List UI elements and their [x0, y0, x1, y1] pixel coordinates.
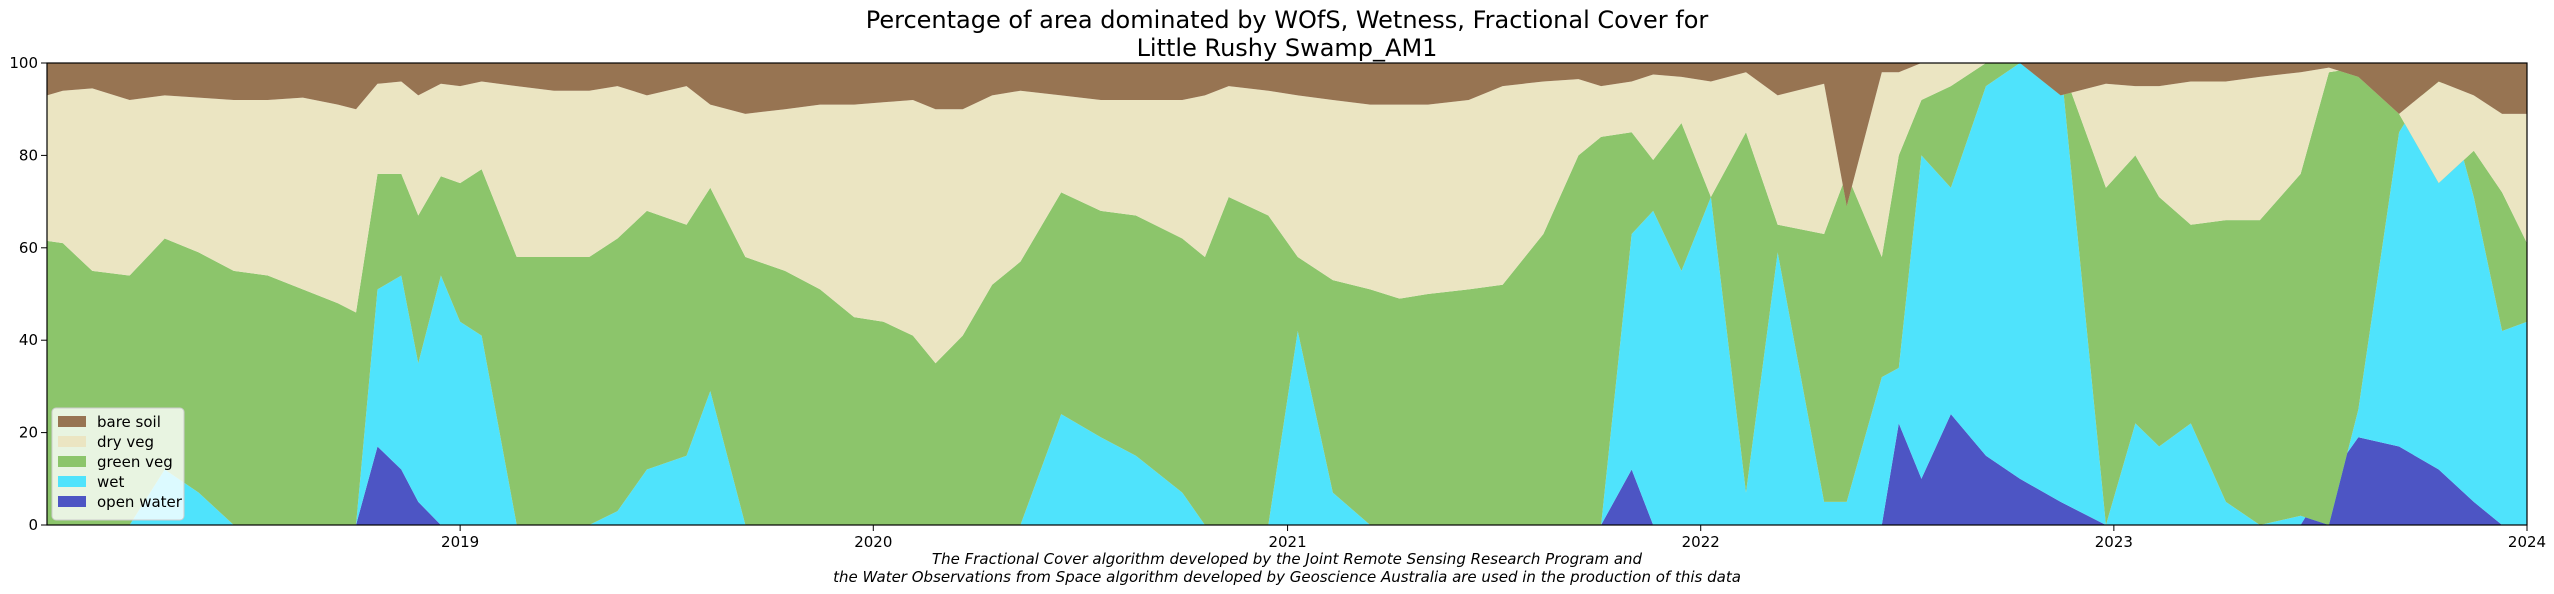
- chart-title: Percentage of area dominated by WOfS, We…: [866, 6, 1709, 34]
- area-bare-soil: [47, 63, 2527, 207]
- x-tick-label: 2019: [441, 533, 479, 551]
- area-open-water: [47, 414, 2527, 525]
- x-tick-label: 2021: [1268, 533, 1306, 551]
- legend-label: dry veg: [97, 433, 154, 451]
- legend: bare soil dry veg green veg wet open water: [51, 407, 185, 521]
- y-axis: 0 20 40 60 80 100: [9, 54, 47, 534]
- legend-label: green veg: [97, 453, 173, 471]
- legend-swatch: [58, 496, 86, 507]
- legend-swatch: [58, 476, 86, 487]
- x-tick-label: 2024: [2508, 533, 2546, 551]
- x-tick-label: 2023: [2095, 533, 2133, 551]
- legend-swatch: [58, 416, 86, 427]
- y-tick-label: 0: [28, 516, 38, 534]
- legend-label: wet: [97, 473, 124, 491]
- caption-line-1: The Fractional Cover algorithm developed…: [932, 550, 1643, 568]
- y-tick-label: 20: [19, 424, 38, 442]
- chart-subtitle: Little Rushy Swamp_AM1: [1137, 34, 1438, 62]
- legend-swatch: [58, 456, 86, 467]
- area-layers: [47, 63, 2527, 525]
- legend-label: open water: [97, 493, 183, 511]
- x-tick-label: 2020: [854, 533, 892, 551]
- x-tick-label: 2022: [1682, 533, 1720, 551]
- y-tick-label: 100: [9, 54, 38, 72]
- caption-line-2: the Water Observations from Space algori…: [833, 568, 1741, 586]
- x-axis: 2019 2020 2021 2022 2023 2024: [441, 525, 2546, 551]
- plot-frame: [46, 62, 2528, 526]
- y-tick-label: 60: [19, 239, 38, 257]
- legend-label: bare soil: [97, 413, 161, 431]
- y-tick-label: 80: [19, 146, 38, 164]
- area-wet: [47, 63, 2527, 525]
- area-green-veg: [47, 63, 2527, 525]
- y-tick-label: 40: [19, 331, 38, 349]
- area-dry-veg: [47, 63, 2527, 364]
- legend-swatch: [58, 436, 86, 447]
